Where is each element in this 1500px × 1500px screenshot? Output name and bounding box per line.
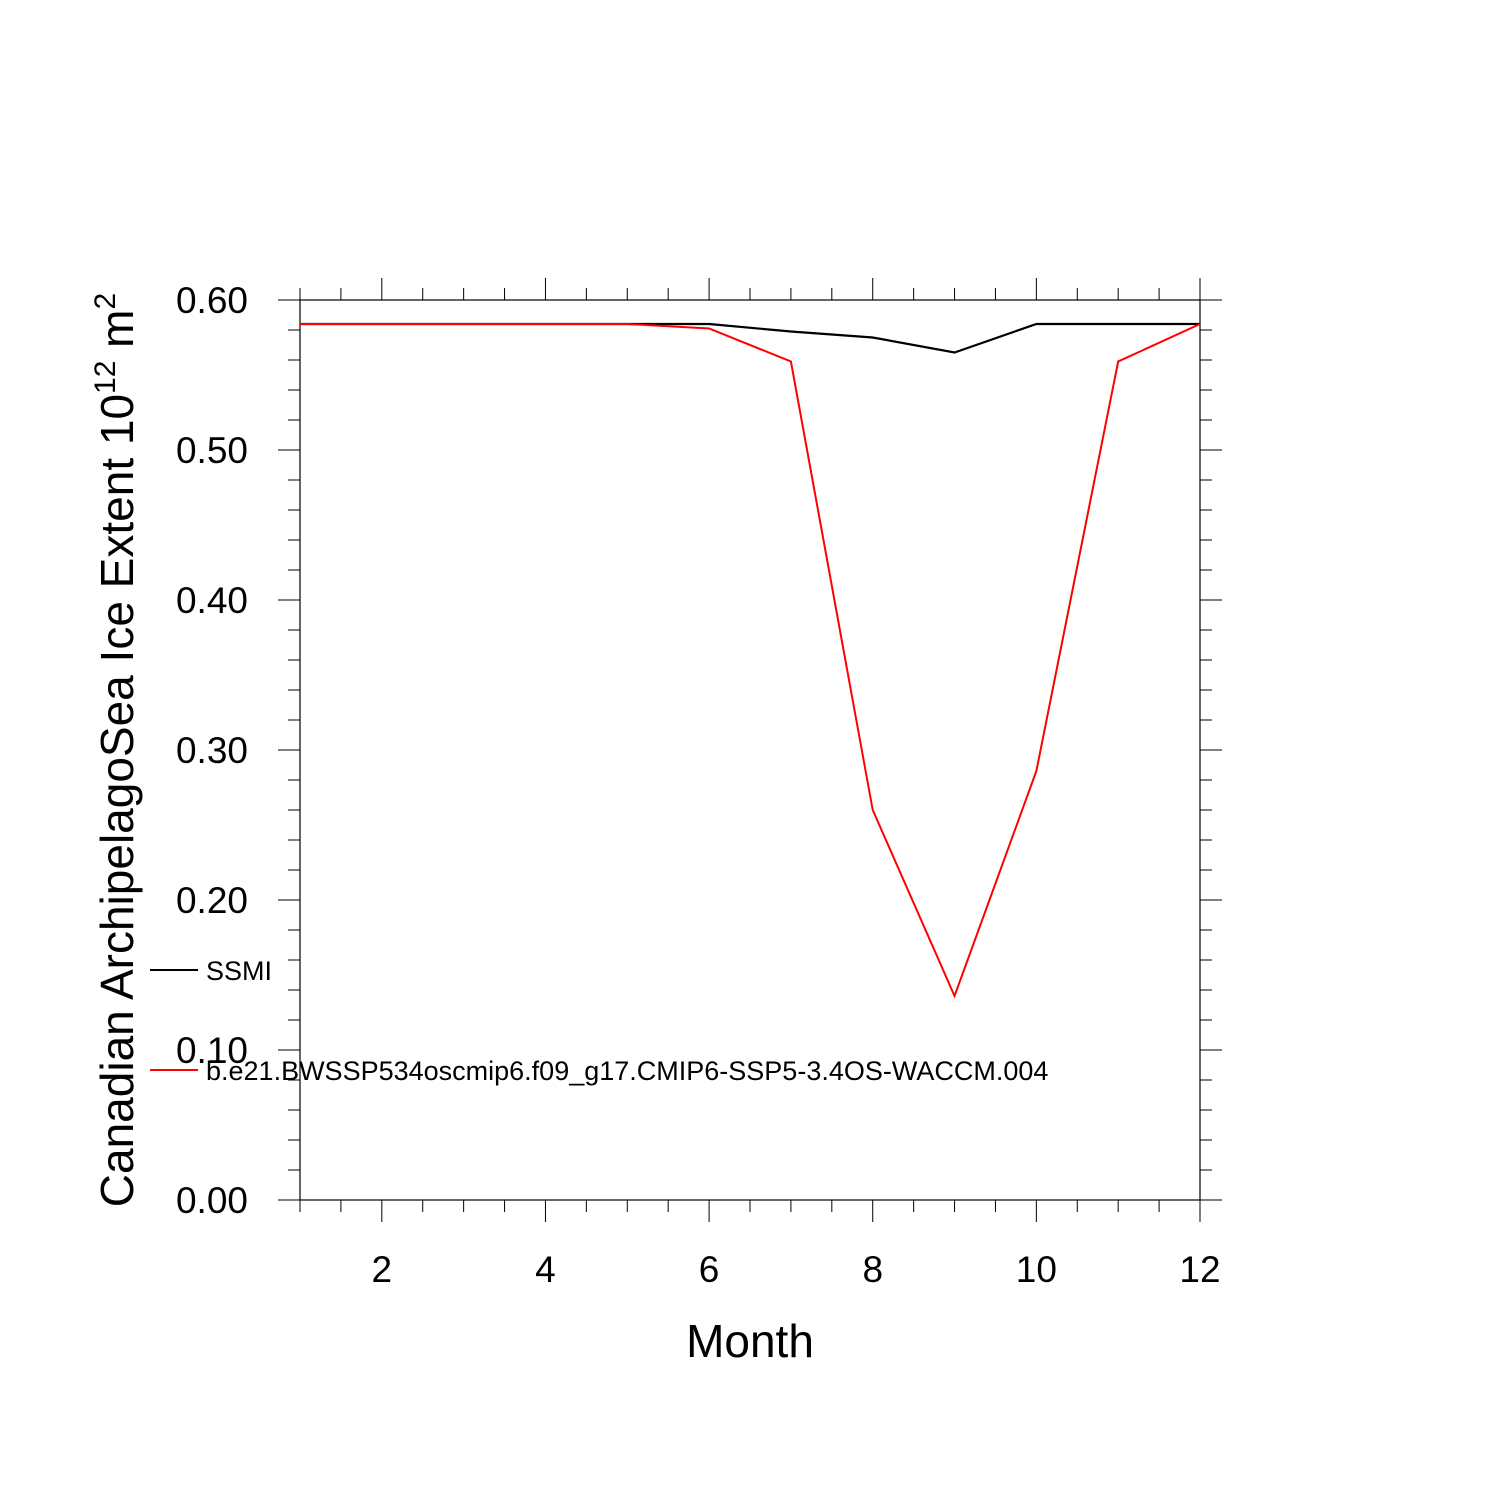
legend-label: b.e21.BWSSP534oscmip6.f09_g17.CMIP6-SSP5… [206, 1056, 1048, 1086]
y-tick-label: 0.60 [176, 280, 248, 321]
x-tick-label: 10 [1016, 1249, 1057, 1290]
x-tick-label: 6 [699, 1249, 720, 1290]
legend-label: SSMI [206, 956, 272, 986]
legend: SSMI b.e21.BWSSP534oscmip6.f09_g17.CMIP6-… [150, 956, 1048, 1086]
x-axis-label: Month [686, 1315, 814, 1367]
y-tick-label: 0.50 [176, 430, 248, 471]
series-line-1 [300, 322, 1200, 354]
series-line-2 [300, 323, 1201, 999]
y-axis-label-exponent: 12 [89, 361, 122, 394]
y-axis-label-main: Canadian ArchipelagoSea Ice Extent 10 [91, 394, 143, 1207]
x-tick-label: 4 [535, 1249, 556, 1290]
y-tick-label: 0.20 [176, 880, 248, 921]
y-axis-label-unit: m [91, 309, 143, 360]
axis-ticks [278, 278, 1222, 1222]
x-tick-label: 8 [862, 1249, 883, 1290]
y-tick-label: 0.40 [176, 580, 248, 621]
y-tick-label: 0.30 [176, 730, 248, 771]
y-tick-labels: 0.00 0.10 0.20 0.30 0.40 0.50 0.60 [176, 280, 248, 1221]
y-tick-label: 0.00 [176, 1180, 248, 1221]
x-tick-label: 12 [1179, 1249, 1220, 1290]
series-layer [300, 322, 1201, 999]
y-axis-label: Canadian ArchipelagoSea Ice Extent 1012 … [89, 293, 143, 1207]
y-axis-label-unit-exponent: 2 [89, 293, 122, 310]
y-tick-label: 0.10 [176, 1030, 248, 1071]
x-tick-labels: 2 4 6 8 10 12 [372, 1249, 1221, 1290]
x-tick-label: 2 [372, 1249, 393, 1290]
